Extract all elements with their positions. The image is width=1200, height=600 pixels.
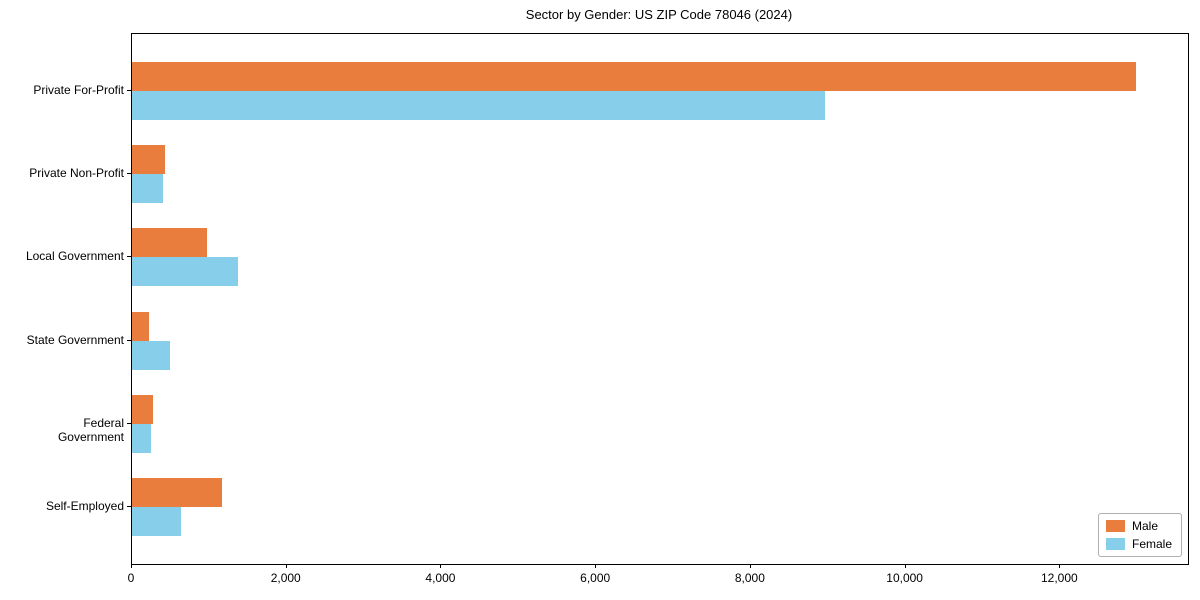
category-label: State Government (26, 332, 124, 347)
category-label: Federal Government (57, 415, 124, 444)
bar-female-4 (132, 340, 171, 370)
bar-male-2 (132, 145, 166, 175)
legend-item-male: Male (1105, 519, 1172, 533)
bar-male-3 (132, 228, 208, 258)
legend-swatch-female (1105, 538, 1125, 550)
legend-label: Female (1131, 537, 1172, 551)
category-label: Self-Employed (45, 498, 124, 513)
x-tick-label: 10,000 (886, 571, 923, 585)
x-tick-mark (904, 564, 906, 568)
bar-female-2 (132, 174, 163, 204)
y-tick-mark (127, 339, 131, 341)
category-label: Private For-Profit (33, 83, 124, 98)
x-tick-mark (440, 564, 442, 568)
legend-item-female: Female (1105, 537, 1172, 551)
x-tick-label: 2,000 (270, 571, 301, 585)
y-tick-mark (127, 173, 131, 175)
bar-male-4 (132, 311, 150, 341)
chart-title: Sector by Gender: US ZIP Code 78046 (202… (525, 7, 793, 22)
x-tick-mark (1059, 564, 1061, 568)
y-tick-mark (127, 90, 131, 92)
x-tick-mark (131, 564, 132, 568)
x-tick-mark (749, 564, 751, 568)
bar-female-1 (132, 91, 826, 121)
legend: Male Female (1097, 513, 1182, 557)
y-tick-mark (127, 505, 131, 507)
bar-female-6 (132, 506, 182, 536)
x-tick-label: 6,000 (580, 571, 611, 585)
bar-male-6 (132, 477, 222, 507)
bar-female-5 (132, 423, 152, 453)
x-tick-mark (595, 564, 597, 568)
x-tick-label: 12,000 (1040, 571, 1078, 585)
bar-female-3 (132, 257, 238, 287)
x-tick-label: 4,000 (425, 571, 456, 585)
y-tick-mark (127, 256, 131, 258)
legend-swatch-male (1105, 520, 1125, 532)
y-tick-mark (127, 422, 131, 424)
bar-male-1 (132, 62, 1137, 92)
category-label: Local Government (25, 249, 124, 264)
plot-area: Male Female (131, 33, 1189, 565)
legend-label: Male (1131, 519, 1158, 533)
x-tick-label: 0 (127, 571, 135, 585)
x-tick-mark (285, 564, 287, 568)
bar-male-5 (132, 394, 154, 424)
x-tick-label: 8,000 (734, 571, 765, 585)
category-label: Private Non-Profit (29, 166, 124, 181)
